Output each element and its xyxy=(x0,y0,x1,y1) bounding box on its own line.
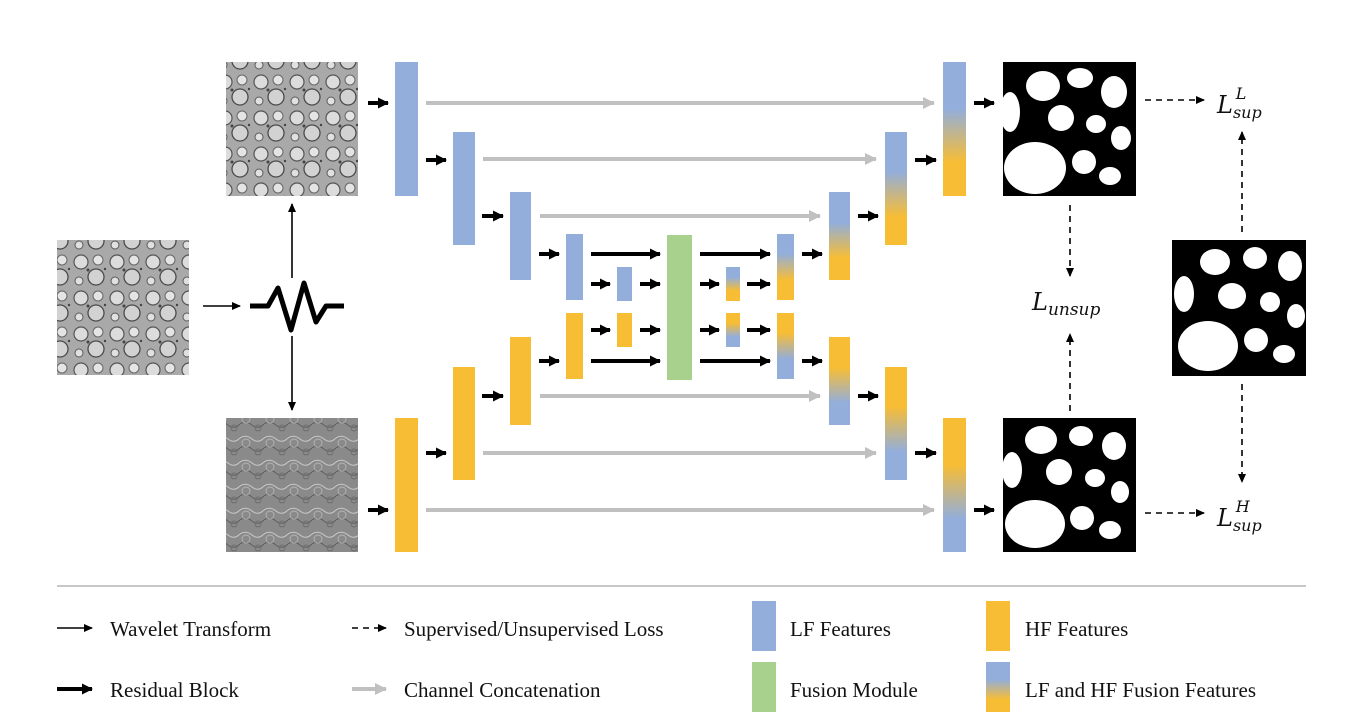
encoder-hf xyxy=(395,313,632,552)
hf-feature-block xyxy=(510,337,531,425)
segmentation-mask xyxy=(1172,240,1306,376)
fusion-feature-block xyxy=(726,313,740,347)
segmentation-mask xyxy=(1002,418,1136,552)
legend-wavelet-label: Wavelet Transform xyxy=(110,617,271,641)
legend-concat-label: Channel Concatenation xyxy=(404,678,601,702)
segmentation-mask xyxy=(1000,62,1136,196)
decoder-upper xyxy=(726,62,966,301)
fusion-feature-block xyxy=(777,313,794,379)
legend: Wavelet Transform Supervised/Unsupervise… xyxy=(57,601,1256,712)
lf-feature-block xyxy=(453,132,475,245)
legend-hf-label: HF Features xyxy=(1025,617,1128,641)
fusion-feature-block xyxy=(943,418,966,552)
loss-sup-low: LsupL xyxy=(1216,84,1262,122)
decoder-lower xyxy=(726,313,966,552)
loss-sup-high: LsupH xyxy=(1216,497,1262,535)
hf-feature-block xyxy=(453,367,475,480)
histology-input-image xyxy=(57,240,189,375)
lf-feature-block xyxy=(395,62,418,196)
legend-hf-swatch xyxy=(986,601,1010,651)
fusion-feature-block xyxy=(829,337,850,425)
fusion-feature-block xyxy=(777,234,794,300)
fusion-feature-block xyxy=(829,192,850,280)
lf-feature-block xyxy=(510,192,531,280)
hf-feature-block xyxy=(566,313,583,379)
fusion-feature-block xyxy=(885,367,907,480)
legend-residual-label: Residual Block xyxy=(110,678,239,702)
legend-lf-label: LF Features xyxy=(790,617,891,641)
lf-feature-block xyxy=(617,267,632,301)
skip-connections xyxy=(426,97,935,516)
encoder-lf xyxy=(395,62,632,301)
low-frequency-image xyxy=(226,62,358,196)
legend-fusion-swatch xyxy=(752,662,776,712)
loss-arrows xyxy=(1066,96,1246,517)
legend-fusion-label: Fusion Module xyxy=(790,678,918,702)
fusion-module xyxy=(667,235,692,380)
lf-feature-block xyxy=(566,234,583,300)
loss-unsup: Lunsup xyxy=(1031,288,1101,320)
legend-lf-hf-fusion-label: LF and HF Fusion Features xyxy=(1025,678,1256,702)
legend-loss-label: Supervised/Unsupervised Loss xyxy=(404,617,664,641)
legend-lf-swatch xyxy=(752,601,776,651)
fusion-feature-block xyxy=(726,267,740,301)
high-frequency-image xyxy=(226,418,358,552)
residual-arrows xyxy=(368,97,995,516)
legend-lf-hf-fusion-swatch xyxy=(986,662,1010,712)
hf-feature-block xyxy=(617,313,632,347)
fusion-feature-block xyxy=(885,132,907,245)
fusion-feature-block xyxy=(943,62,966,196)
hf-feature-block xyxy=(395,418,418,552)
wavelet-transform-icon xyxy=(250,280,344,333)
